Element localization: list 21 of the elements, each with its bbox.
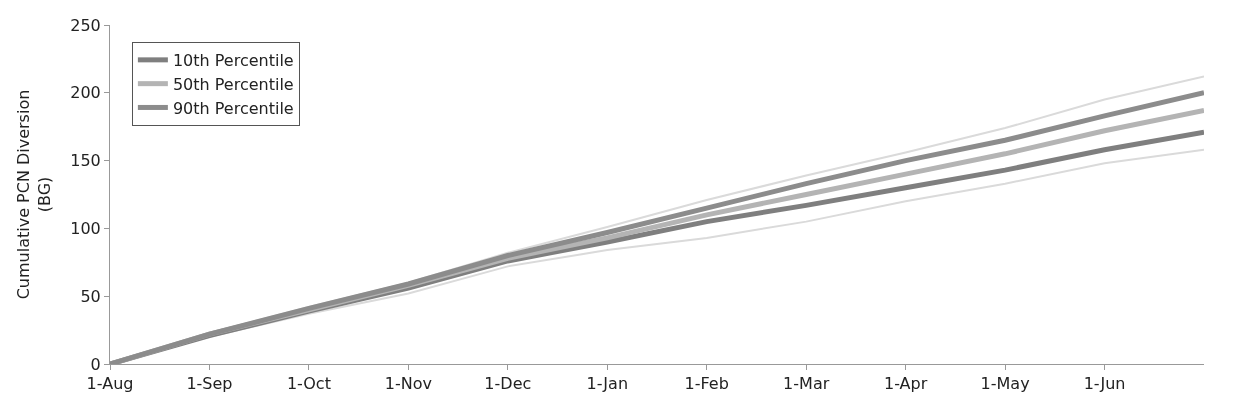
y-tick-label: 250 xyxy=(70,15,101,35)
y-tick-label: 0 xyxy=(90,354,101,374)
x-tick-label: 1-Jun xyxy=(1083,374,1126,394)
x-tick-label: 1-Jan xyxy=(586,374,629,394)
x-tick-label: 1-May xyxy=(980,374,1030,394)
y-axis-title: Cumulative PCN Diversion (BG) xyxy=(14,89,55,300)
x-tick-label: 1-Sep xyxy=(186,374,233,394)
x-tick-label: 1-Feb xyxy=(684,374,729,394)
y-tick-label: 50 xyxy=(80,286,101,306)
x-tick-label: 1-Oct xyxy=(286,374,331,394)
x-tick-label: 1-Dec xyxy=(484,374,532,394)
legend-label: 10th Percentile xyxy=(172,51,294,71)
x-tick-label: 1-Aug xyxy=(86,374,134,394)
x-tick-label: 1-Nov xyxy=(384,374,432,394)
legend-label: 90th Percentile xyxy=(172,98,294,118)
y-tick-label: 100 xyxy=(70,219,101,238)
y-tick-label: 150 xyxy=(70,151,101,171)
x-tick-label: 1-Mar xyxy=(783,374,830,394)
legend-label: 50th Percentile xyxy=(172,74,294,94)
x-tick-label: 1-Apr xyxy=(884,374,928,394)
y-tick-label: 200 xyxy=(70,83,101,103)
